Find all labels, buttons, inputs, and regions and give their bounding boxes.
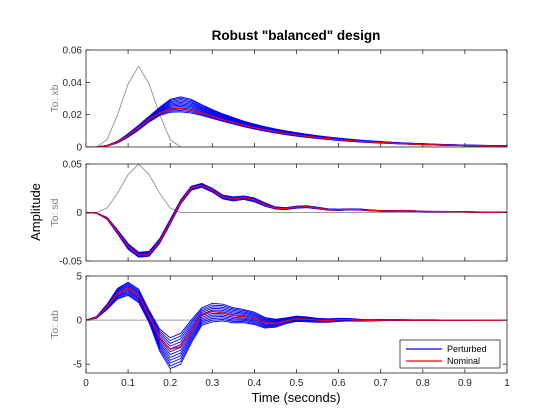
- panel-sd: -0.05 0 0.05 To: sd: [49, 160, 508, 268]
- reference-line: [86, 164, 507, 213]
- x-tick-label: 0.2: [163, 378, 177, 389]
- panel-output-label: To: ab: [49, 310, 61, 339]
- y-tick-label: -0.05: [59, 257, 82, 268]
- x-tick-label: 0.5: [290, 378, 304, 389]
- legend-label-perturbed: Perturbed: [447, 344, 487, 354]
- reference-line: [86, 65, 507, 147]
- plot-lines: [86, 281, 507, 370]
- y-tick-label: 0: [76, 316, 82, 327]
- x-tick-label: 0.8: [416, 378, 430, 389]
- y-axis-label: Amplitude: [28, 183, 43, 241]
- x-tick-label: 0.9: [458, 378, 472, 389]
- perturbed-line: [86, 96, 507, 147]
- x-tick-label: 0: [83, 378, 89, 389]
- y-tick-label: -5: [73, 360, 82, 371]
- nominal-line: [86, 287, 507, 350]
- nominal-line: [86, 107, 507, 147]
- x-tick-label: 1: [504, 378, 510, 389]
- y-tick-label: 0: [76, 143, 82, 154]
- nominal-line: [86, 184, 507, 256]
- panel-xb: 0 0.02 0.04 0.06 To: xb: [49, 46, 508, 154]
- panel-output-label: To: xb: [49, 84, 61, 112]
- y-tick-label: 0.06: [63, 46, 83, 57]
- plot-lines: [86, 164, 507, 258]
- y-tick-label: 0: [76, 208, 82, 219]
- plot-lines: [86, 65, 507, 147]
- x-tick-label: 0.7: [374, 378, 388, 389]
- x-tick-label: 0.6: [332, 378, 346, 389]
- y-tick-label: 0.02: [63, 110, 83, 121]
- y-tick-label: 0.04: [63, 78, 83, 89]
- plot-area: [86, 50, 507, 147]
- panel-output-label: To: sd: [49, 198, 61, 226]
- legend-box: [399, 339, 501, 369]
- y-tick-label: 5: [76, 272, 82, 283]
- x-tick-label: 0.1: [121, 378, 135, 389]
- chart-title: Robust "balanced" design: [212, 28, 381, 43]
- y-tick-label: 0.05: [63, 160, 83, 171]
- legend-label-nominal: Nominal: [447, 356, 480, 366]
- x-axis-label: Time (seconds): [251, 390, 340, 405]
- x-tick-label: 0.4: [247, 378, 261, 389]
- legend: Perturbed Nominal: [399, 339, 501, 369]
- x-tick-label: 0.3: [205, 378, 219, 389]
